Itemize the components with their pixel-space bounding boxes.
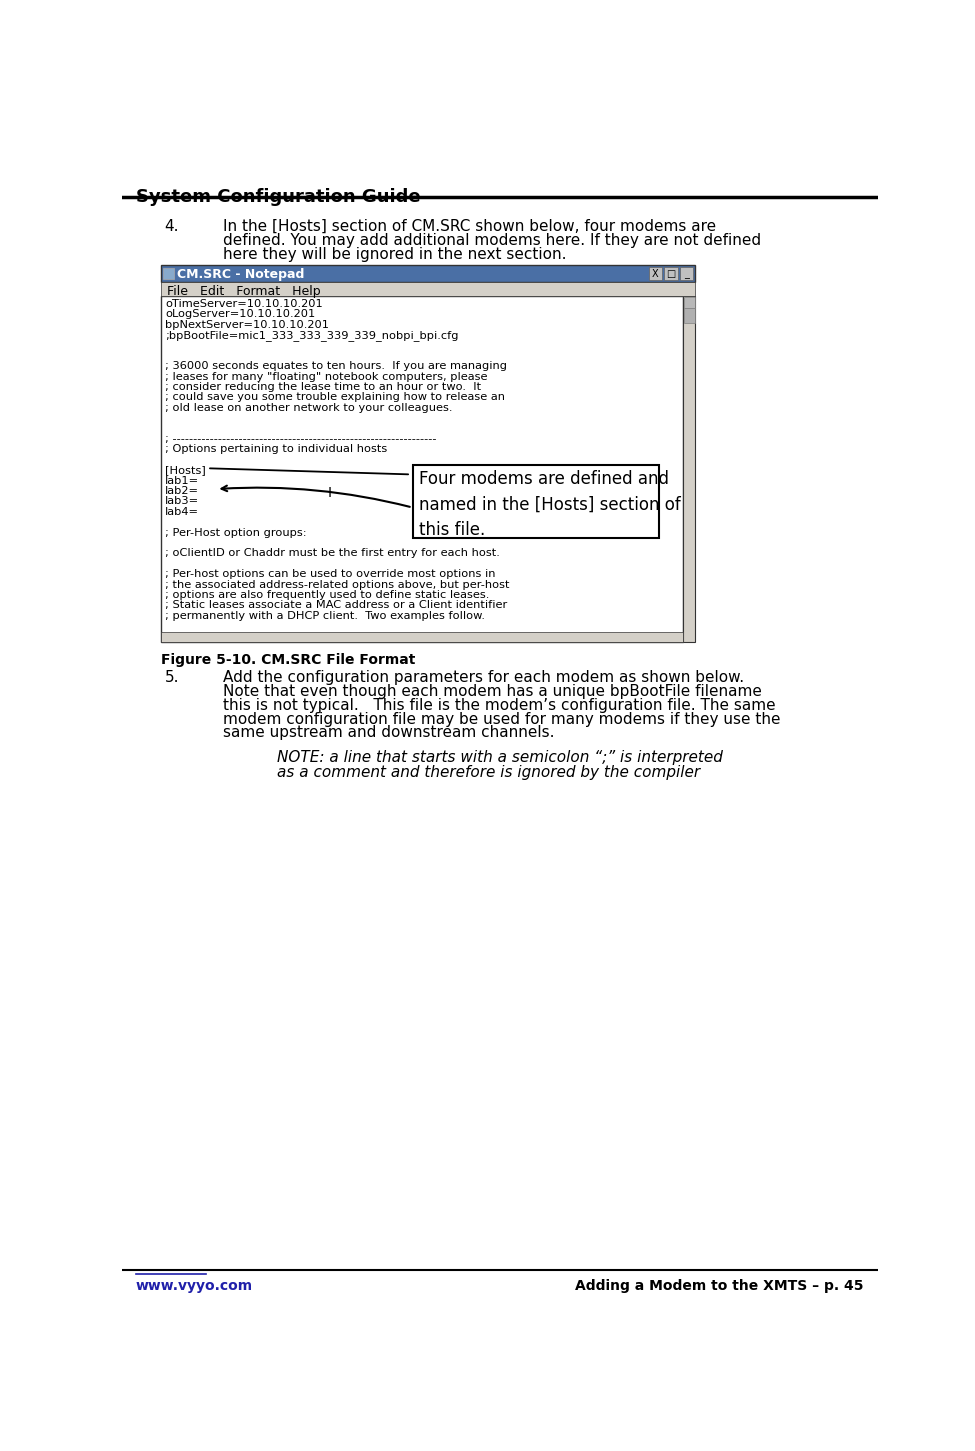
Text: defined. You may add additional modems here. If they are not defined: defined. You may add additional modems h… <box>222 232 760 248</box>
Text: 4.: 4. <box>165 219 179 234</box>
Text: same upstream and downstream channels.: same upstream and downstream channels. <box>222 726 554 740</box>
Text: lab2=: lab2= <box>166 486 199 496</box>
Text: here they will be ignored in the next section.: here they will be ignored in the next se… <box>222 247 566 261</box>
Text: oLogServer=10.10.10.201: oLogServer=10.10.10.201 <box>166 309 316 319</box>
Text: lab1=: lab1= <box>166 476 200 486</box>
Text: _: _ <box>683 268 688 279</box>
Text: Note that even though each modem has a unique bpBootFile filename: Note that even though each modem has a u… <box>222 683 761 699</box>
Text: ; could save you some trouble explaining how to release an: ; could save you some trouble explaining… <box>166 392 505 402</box>
Text: ; 36000 seconds equates to ten hours.  If you are managing: ; 36000 seconds equates to ten hours. If… <box>166 361 507 371</box>
Text: ; ----------------------------------------------------------------: ; --------------------------------------… <box>166 434 437 444</box>
Text: □: □ <box>666 268 676 279</box>
Text: Add the configuration parameters for each modem as shown below.: Add the configuration parameters for eac… <box>222 670 744 685</box>
Text: ; leases for many "floating" notebook computers, please: ; leases for many "floating" notebook co… <box>166 371 487 382</box>
Text: modem configuration file may be used for many modems if they use the: modem configuration file may be used for… <box>222 711 780 727</box>
Text: File   Edit   Format   Help: File Edit Format Help <box>167 284 321 297</box>
Text: ; old lease on another network to your colleagues.: ; old lease on another network to your c… <box>166 403 452 414</box>
Text: Figure 5-10. CM.SRC File Format: Figure 5-10. CM.SRC File Format <box>161 653 415 667</box>
FancyBboxPatch shape <box>163 268 174 279</box>
Text: System Configuration Guide: System Configuration Guide <box>136 189 420 206</box>
Text: ; Options pertaining to individual hosts: ; Options pertaining to individual hosts <box>166 444 387 454</box>
Text: oTimeServer=10.10.10.201: oTimeServer=10.10.10.201 <box>166 299 323 309</box>
Text: ; Per-host options can be used to override most options in: ; Per-host options can be used to overri… <box>166 569 495 579</box>
Text: lab3=: lab3= <box>166 496 200 506</box>
Text: I: I <box>328 486 332 501</box>
FancyBboxPatch shape <box>412 466 659 538</box>
Text: ; Per-Host option groups:: ; Per-Host option groups: <box>166 528 307 537</box>
FancyBboxPatch shape <box>161 631 682 643</box>
Text: 5.: 5. <box>165 670 179 685</box>
Text: X: X <box>651 268 658 279</box>
Text: ; Static leases associate a MAC address or a Client identifier: ; Static leases associate a MAC address … <box>166 601 508 611</box>
Text: www.vyyo.com: www.vyyo.com <box>136 1280 253 1293</box>
Text: ; permanently with a DHCP client.  Two examples follow.: ; permanently with a DHCP client. Two ex… <box>166 611 486 621</box>
Text: this is not typical.   This file is the modem’s configuration file. The same: this is not typical. This file is the mo… <box>222 698 775 712</box>
FancyBboxPatch shape <box>682 296 695 643</box>
FancyBboxPatch shape <box>161 266 695 281</box>
FancyBboxPatch shape <box>680 267 693 280</box>
Text: ; consider reducing the lease time to an hour or two.  It: ; consider reducing the lease time to an… <box>166 382 482 392</box>
Text: ; options are also frequently used to define static leases.: ; options are also frequently used to de… <box>166 591 489 599</box>
FancyBboxPatch shape <box>649 267 662 280</box>
Text: ; oClientID or Chaddr must be the first entry for each host.: ; oClientID or Chaddr must be the first … <box>166 548 500 559</box>
FancyBboxPatch shape <box>683 297 694 308</box>
Text: ; the associated address-related options above, but per-host: ; the associated address-related options… <box>166 579 510 589</box>
Text: ;bpBootFile=mic1_333_333_339_339_nobpi_bpi.cfg: ;bpBootFile=mic1_333_333_339_339_nobpi_b… <box>166 329 459 341</box>
Text: Adding a Modem to the XMTS – p. 45: Adding a Modem to the XMTS – p. 45 <box>575 1280 864 1293</box>
Text: lab4=: lab4= <box>166 506 199 517</box>
Text: [Hosts]: [Hosts] <box>166 466 206 474</box>
Text: CM.SRC - Notepad: CM.SRC - Notepad <box>176 268 304 281</box>
FancyBboxPatch shape <box>161 281 695 296</box>
Text: Four modems are defined and
named in the [Hosts] section of
this file.: Four modems are defined and named in the… <box>418 470 681 540</box>
FancyBboxPatch shape <box>664 267 678 280</box>
Text: as a comment and therefore is ignored by the compiler: as a comment and therefore is ignored by… <box>277 766 700 781</box>
FancyBboxPatch shape <box>683 308 694 324</box>
FancyBboxPatch shape <box>161 296 682 643</box>
Text: In the [Hosts] section of CM.SRC shown below, four modems are: In the [Hosts] section of CM.SRC shown b… <box>222 219 716 234</box>
Text: NOTE: a line that starts with a semicolon “;” is interpreted: NOTE: a line that starts with a semicolo… <box>277 750 722 765</box>
Text: bpNextServer=10.10.10.201: bpNextServer=10.10.10.201 <box>166 319 330 329</box>
